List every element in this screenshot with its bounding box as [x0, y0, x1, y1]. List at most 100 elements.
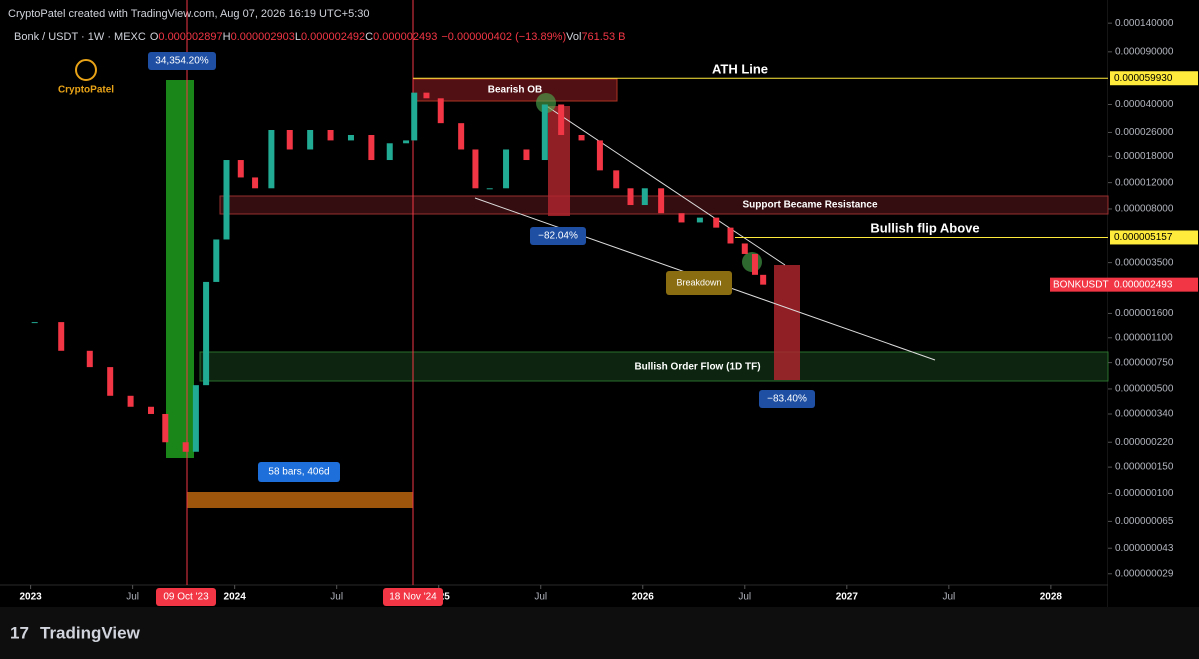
- ohlc-key: O: [150, 31, 159, 43]
- candle: [147, 406, 154, 414]
- candle: [223, 160, 230, 240]
- green-bar: [166, 80, 194, 458]
- candle: [741, 243, 748, 254]
- y-tick-label: 0.000040000: [1115, 99, 1174, 110]
- candle: [268, 129, 275, 189]
- trendline: [544, 104, 786, 266]
- candle: [458, 123, 465, 150]
- marker: [536, 93, 556, 113]
- plot: [31, 0, 1109, 585]
- candle: [31, 322, 38, 324]
- candle: [523, 149, 530, 161]
- candle: [751, 253, 758, 275]
- y-tick-label: 0.000000500: [1115, 384, 1174, 395]
- support-label: Support Became Resistance: [742, 200, 877, 211]
- drop2-label: −83.40%: [767, 394, 807, 405]
- candle: [213, 239, 220, 282]
- order-flow-zone: [199, 351, 1109, 382]
- level-label: 0.000059930: [1114, 73, 1173, 84]
- y-tick-label: 0.000008000: [1115, 204, 1174, 215]
- y-tick-label: 0.000140000: [1115, 18, 1174, 29]
- level-label-bg: [1110, 230, 1198, 245]
- logo-label: CryptoPatel: [58, 85, 114, 96]
- date2-box: [383, 588, 443, 606]
- y-tick-label: 0.000001600: [1115, 308, 1174, 319]
- candle: [192, 385, 199, 452]
- breakdown-label: Breakdown: [676, 277, 721, 287]
- order_flow-label: Bullish Order Flow (1D TF): [634, 362, 760, 373]
- ohlc-value: 0.000002897: [158, 31, 222, 43]
- vol-value: 761.53 B: [581, 31, 625, 43]
- candle: [368, 134, 375, 161]
- candle: [627, 188, 634, 206]
- last-price-bg: [1050, 277, 1198, 292]
- ohlc-key: C: [365, 31, 373, 43]
- drop2-box: [759, 390, 815, 408]
- breakdown-box: [666, 271, 732, 295]
- ohlc-value: 0.000002903: [231, 31, 295, 43]
- candle: [403, 140, 410, 144]
- level-label-bg: [1110, 71, 1198, 86]
- ohlc-value: 0.000002493: [373, 31, 437, 43]
- candle: [58, 322, 65, 351]
- x-tick-label: 2027: [836, 592, 859, 603]
- y-tick-label: 0.000001100: [1115, 332, 1173, 343]
- x-tick-label: 2023: [19, 592, 42, 603]
- candle: [541, 104, 548, 161]
- range-box: [258, 462, 340, 482]
- x-tick-label: Jul: [738, 592, 751, 603]
- level-label: 0.000005157: [1114, 232, 1173, 243]
- candle: [437, 98, 444, 124]
- drop-bar-2: [774, 265, 800, 380]
- candle: [727, 227, 734, 244]
- candle: [486, 188, 493, 190]
- candle: [423, 92, 430, 99]
- candle: [252, 177, 259, 189]
- date1-box: [156, 588, 216, 606]
- gain-box: [148, 52, 216, 70]
- brand[interactable]: 17 TradingView: [10, 623, 141, 642]
- footer-bar: [0, 607, 1199, 659]
- candle: [578, 134, 585, 141]
- candle: [347, 134, 354, 141]
- brand-icon: 17: [10, 623, 29, 642]
- candle: [696, 217, 703, 223]
- candle: [760, 274, 767, 285]
- x-tick-label: 2028: [1040, 592, 1063, 603]
- candle: [558, 104, 565, 135]
- y-tick-label: 0.000003500: [1115, 257, 1174, 268]
- ohlc-key: H: [223, 31, 231, 43]
- price-axis: [1108, 0, 1199, 607]
- candle: [182, 442, 189, 452]
- y-tick-label: 0.000026000: [1115, 127, 1174, 138]
- last-price-symbol: BONKUSDT: [1053, 279, 1109, 290]
- ohlc-value: 0.000002492: [301, 31, 365, 43]
- date2-label: 18 Nov '24: [389, 592, 437, 603]
- flip-label: Bullish flip Above: [870, 220, 979, 235]
- candle: [472, 149, 479, 189]
- bearish_ob-label: Bearish OB: [488, 85, 542, 96]
- candle: [386, 143, 393, 161]
- y-tick-label: 0.000012000: [1115, 177, 1174, 188]
- credit: CryptoPatel created with TradingView.com…: [8, 8, 370, 20]
- candle: [86, 350, 93, 368]
- y-tick-label: 0.000000220: [1115, 437, 1174, 448]
- drop1-box: [530, 227, 586, 245]
- y-tick-label: 0.000000029: [1115, 568, 1174, 579]
- gain-label: 34,354.20%: [155, 56, 208, 67]
- candle: [596, 140, 603, 171]
- range-bar: [187, 492, 413, 508]
- candle: [641, 188, 648, 206]
- ohlc-key: L: [295, 31, 301, 43]
- x-tick-label: Jul: [126, 592, 139, 603]
- candle: [678, 213, 685, 223]
- symbol: Bonk / USDT · 1W · MEXC: [14, 31, 146, 43]
- x-tick-label: 2024: [224, 592, 247, 603]
- candle: [127, 395, 134, 407]
- brand-name: TradingView: [40, 623, 141, 642]
- candle: [203, 281, 210, 386]
- x-tick-label: 2026: [632, 592, 655, 603]
- range-label: 58 bars, 406d: [268, 467, 329, 478]
- symbol-legend: Bonk / USDT · 1W · MEXC O 0.000002897 H 0.00…: [14, 31, 625, 43]
